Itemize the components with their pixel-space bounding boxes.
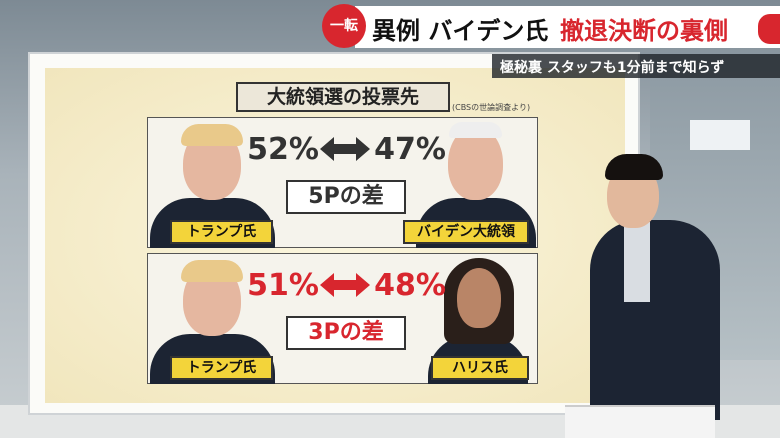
- arrow: [320, 273, 370, 297]
- left-percent: 51%: [247, 268, 319, 303]
- difference: 3Pの差: [286, 316, 406, 350]
- presenter-body: [590, 220, 720, 420]
- right-name: バイデン大統領: [403, 220, 529, 244]
- headline-lead: 異例 バイデン氏: [372, 17, 549, 45]
- presenter-shirt: [624, 222, 650, 302]
- studio-window: [690, 120, 750, 150]
- difference: 5Pの差: [286, 180, 406, 214]
- subheadline: 極秘裏 スタッフも1分前まで知らず: [500, 60, 725, 76]
- poll-panel: 52% 47% 5Pの差 トランプ氏 バイデン大統領: [147, 117, 538, 248]
- board-title: 大統領選の投票先: [236, 82, 450, 112]
- portrait-face: [448, 126, 503, 200]
- right-name: ハリス氏: [431, 356, 529, 380]
- poll-panel: 51% 48% 3Pの差 トランプ氏 ハリス氏: [147, 253, 538, 384]
- subheadline-bar: [492, 54, 780, 78]
- arrow: [320, 137, 370, 161]
- left-name: トランプ氏: [170, 220, 273, 244]
- portrait-hair: [449, 122, 502, 138]
- left-name: トランプ氏: [170, 356, 273, 380]
- right-percent: 48%: [374, 268, 446, 303]
- right-percent: 47%: [374, 132, 446, 167]
- source-note: (CBSの世論調査より): [452, 103, 531, 112]
- portrait-hair: [181, 260, 243, 282]
- portrait-hair: [181, 124, 243, 146]
- desk: [565, 405, 715, 438]
- headline-badge: 一転: [322, 4, 366, 48]
- headline-emphasis: 撤退決断の裏側: [560, 17, 728, 45]
- presenter-hair: [605, 154, 663, 180]
- headline-bar: [355, 6, 780, 48]
- portrait-face: [457, 268, 501, 328]
- left-percent: 52%: [247, 132, 319, 167]
- headline-accent: [758, 14, 780, 44]
